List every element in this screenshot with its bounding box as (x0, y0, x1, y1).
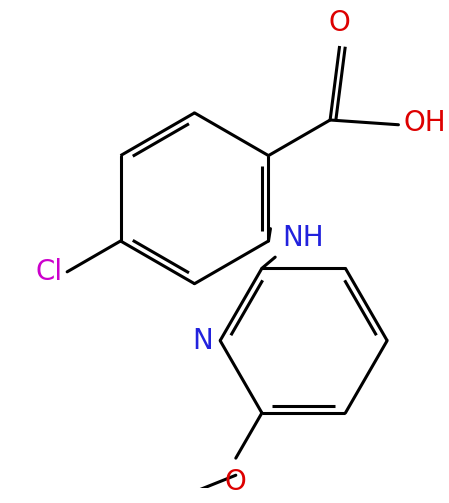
Text: O: O (225, 468, 247, 495)
Text: OH: OH (403, 109, 446, 137)
Text: NH: NH (282, 224, 323, 252)
Text: Cl: Cl (35, 258, 62, 286)
Text: O: O (329, 9, 351, 37)
Text: N: N (192, 326, 212, 355)
